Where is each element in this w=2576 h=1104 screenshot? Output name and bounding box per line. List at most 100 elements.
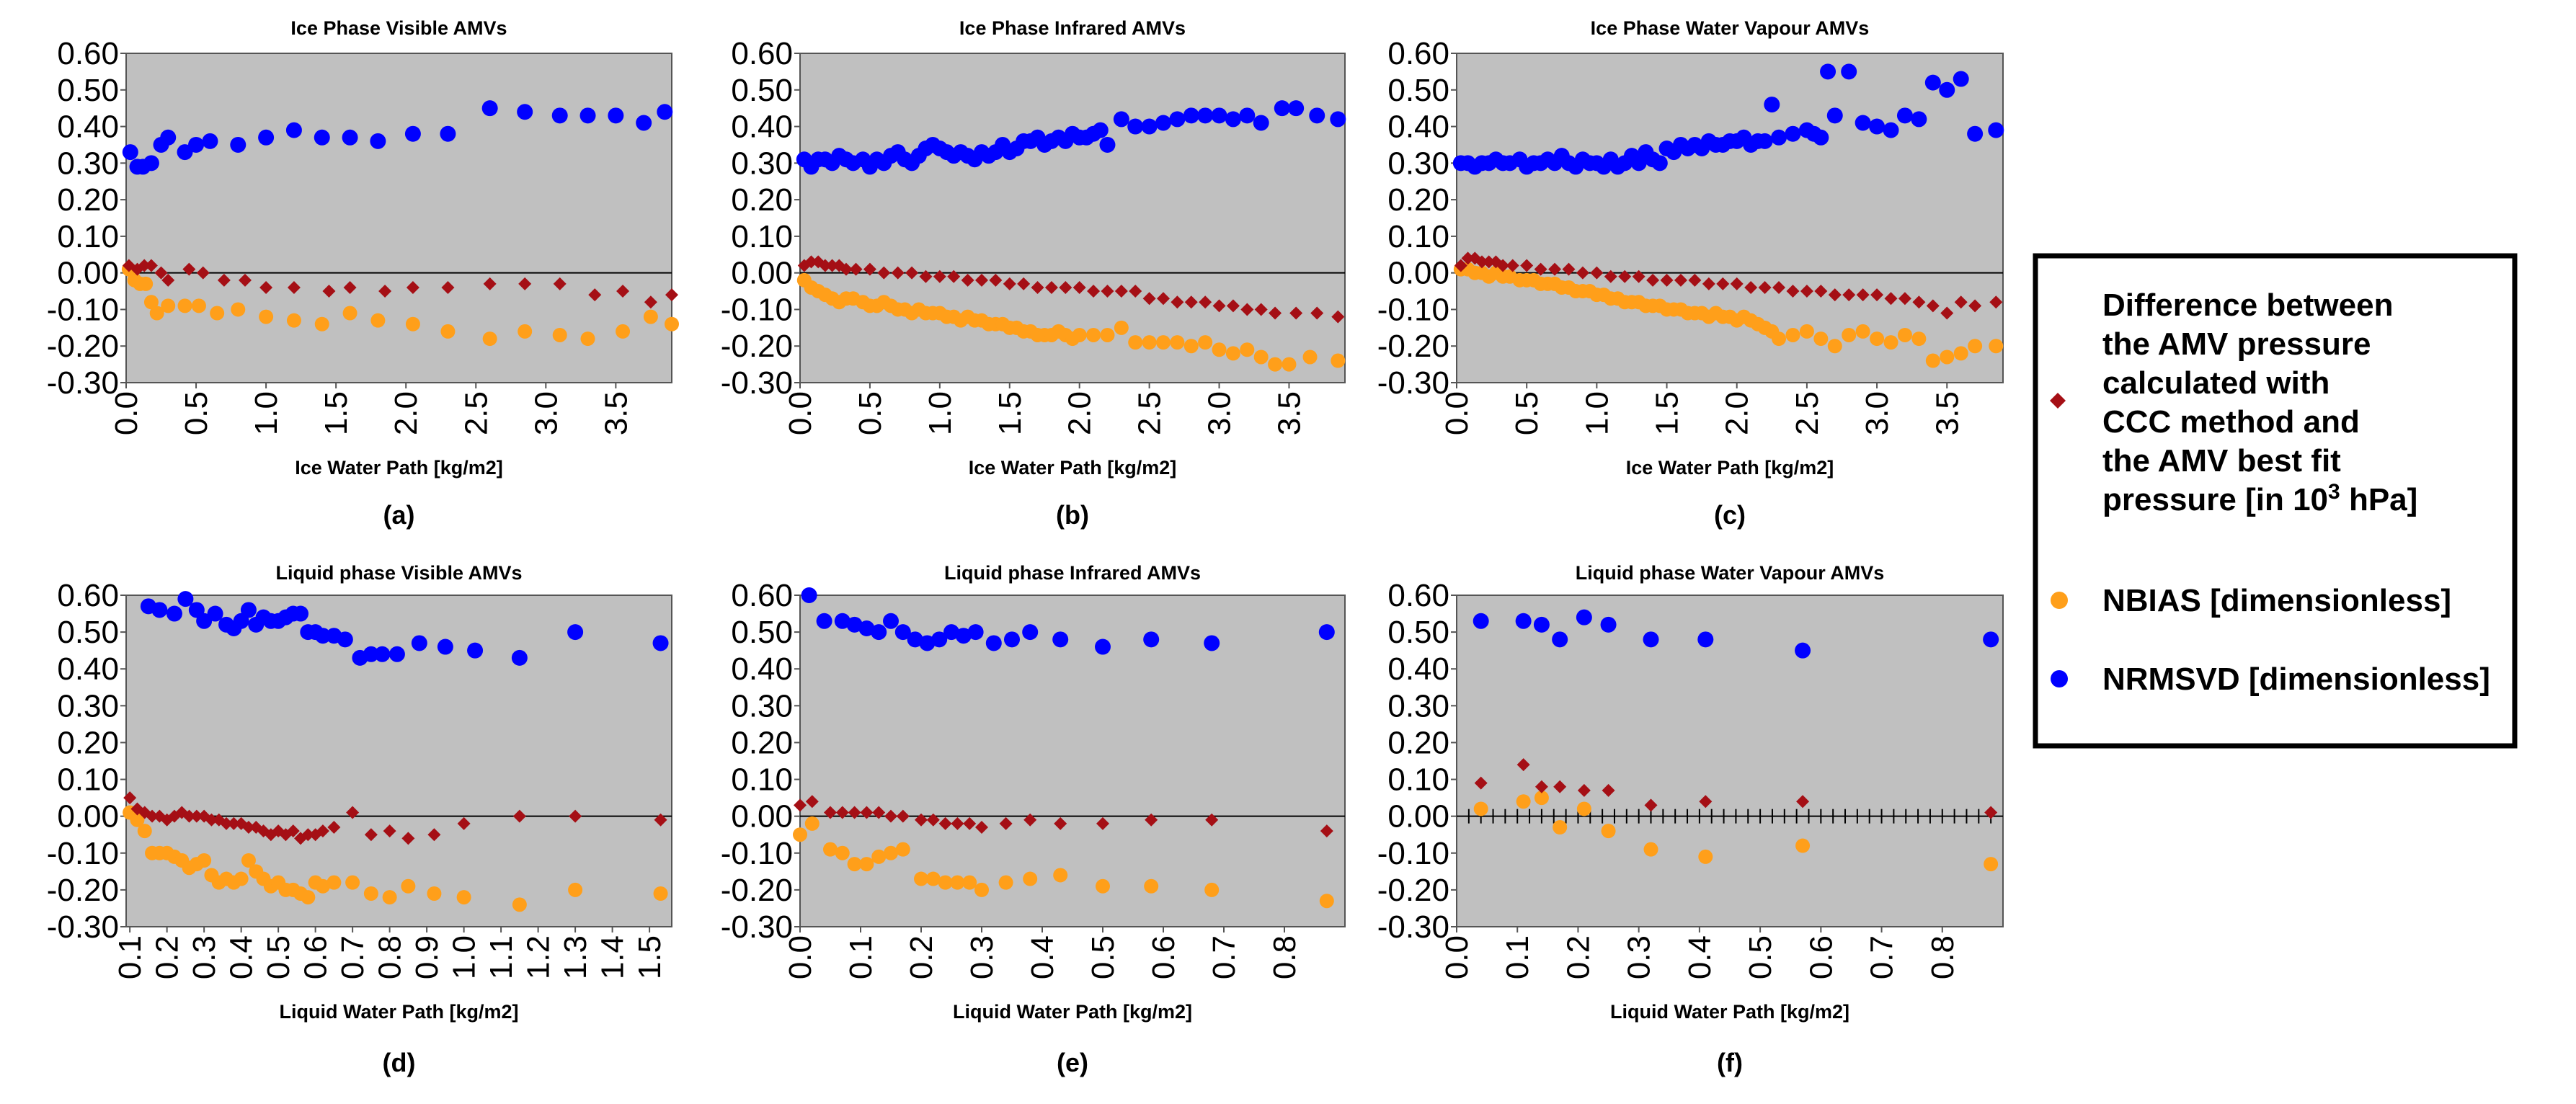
nrmsvd-point — [188, 136, 205, 153]
difference-point — [1548, 262, 1562, 276]
panel-c: 0.600.500.400.300.200.100.00-0.10-0.20-0… — [1377, 17, 2004, 530]
nrmsvd-point — [404, 125, 421, 142]
nrmsvd-point — [1095, 638, 1111, 655]
y-tick-label: 0.50 — [731, 73, 793, 108]
difference-point — [877, 266, 891, 280]
nbias-point — [149, 306, 164, 321]
y-tick-label: 0.40 — [1387, 110, 1449, 145]
y-tick-label: 0.00 — [1387, 799, 1449, 834]
nrmsvd-point — [1113, 111, 1129, 128]
nrmsvd-point — [374, 646, 391, 662]
y-tick-label: 0.40 — [731, 110, 793, 145]
y-tick-label: 0.10 — [57, 219, 119, 254]
difference-point — [1059, 280, 1072, 294]
y-tick-label: -0.30 — [47, 909, 119, 945]
x-tick-label: 0.0 — [783, 935, 818, 979]
nrmsvd-point — [1127, 118, 1144, 135]
panel-label: (a) — [383, 500, 415, 530]
y-tick-label: 0.00 — [1387, 256, 1449, 291]
y-tick-label: -0.30 — [1377, 909, 1449, 945]
difference-point — [961, 273, 974, 287]
nbias-point — [1240, 342, 1255, 357]
x-tick-label: 0.6 — [298, 935, 334, 979]
nbias-point — [1253, 350, 1269, 365]
difference-point — [825, 259, 839, 272]
difference-point — [287, 280, 301, 294]
difference-point — [518, 277, 532, 290]
difference-point — [951, 816, 964, 830]
difference-point — [364, 828, 378, 842]
nrmsvd-point — [363, 646, 379, 662]
x-tick-label: 0.7 — [335, 935, 370, 979]
y-tick-label: 0.50 — [57, 615, 119, 650]
difference-point — [665, 288, 678, 302]
difference-point — [1320, 824, 1333, 838]
difference-point — [805, 795, 819, 809]
difference-point — [1814, 285, 1828, 298]
nrmsvd-point — [1855, 115, 1871, 131]
nrmsvd-point — [1473, 613, 1489, 629]
nrmsvd-point — [1576, 609, 1592, 626]
nbias-point — [1827, 339, 1842, 354]
difference-point — [1044, 280, 1058, 294]
nrmsvd-point — [337, 631, 353, 648]
nbias-point — [1331, 353, 1346, 368]
nrmsvd-point — [967, 624, 984, 641]
nrmsvd-point — [846, 616, 863, 633]
legend-marker-nrmsvd — [2051, 670, 2068, 687]
nbias-point — [1984, 857, 1999, 872]
x-tick-label: 1.5 — [632, 935, 667, 979]
nrmsvd-point — [370, 133, 386, 149]
x-tick-label: 0.4 — [224, 935, 259, 979]
x-tick-label: 2.5 — [458, 391, 494, 435]
x-tick-label: 1.4 — [595, 935, 631, 979]
legend: Difference between the AMV pressure calc… — [2033, 253, 2518, 749]
difference-point — [512, 809, 526, 823]
nbias-point — [1096, 878, 1110, 894]
nbias-point — [1086, 327, 1101, 342]
x-tick-label: 0.0 — [1439, 935, 1475, 979]
nrmsvd-point — [1651, 155, 1668, 172]
difference-point — [1142, 292, 1156, 306]
nrmsvd-point — [207, 605, 223, 622]
difference-point — [1184, 295, 1198, 309]
y-tick-label: 0.50 — [1387, 73, 1449, 108]
y-tick-label: 0.60 — [57, 36, 119, 71]
difference-point — [891, 266, 905, 280]
nrmsvd-point — [1983, 631, 1999, 648]
difference-point — [1516, 758, 1530, 772]
y-tick-label: 0.20 — [1387, 725, 1449, 760]
nrmsvd-point — [1813, 129, 1829, 146]
nbias-point — [974, 882, 989, 897]
difference-point — [238, 273, 252, 287]
y-tick-label: 0.20 — [57, 725, 119, 760]
nbias-point — [1128, 335, 1143, 350]
nrmsvd-point — [894, 624, 911, 641]
difference-point — [835, 806, 849, 819]
difference-point — [1114, 285, 1128, 298]
y-tick-label: 0.30 — [731, 146, 793, 181]
difference-point — [227, 816, 241, 830]
difference-point — [1688, 273, 1702, 287]
panel-e: 0.600.500.400.300.200.100.00-0.10-0.20-0… — [721, 562, 1346, 1077]
difference-point — [1017, 277, 1031, 290]
nbias-point — [859, 857, 874, 872]
y-tick-label: 0.10 — [1387, 219, 1449, 254]
nbias-point — [314, 316, 329, 331]
panel-b: 0.600.500.400.300.200.100.00-0.10-0.20-0… — [721, 17, 1346, 530]
nrmsvd-point — [919, 635, 936, 651]
nrmsvd-point — [931, 631, 948, 648]
difference-point — [146, 809, 159, 823]
nbias-point — [793, 827, 807, 842]
nrmsvd-point — [652, 635, 669, 651]
y-tick-label: 0.60 — [731, 36, 793, 71]
nbias-point — [950, 875, 965, 890]
nbias-point — [653, 886, 668, 901]
nbias-point — [161, 298, 176, 313]
difference-point — [196, 266, 210, 280]
nbias-point — [231, 302, 246, 317]
nbias-point — [210, 306, 225, 321]
difference-point — [1226, 299, 1240, 313]
nbias-point — [1795, 838, 1811, 853]
y-tick-label: 0.30 — [1387, 688, 1449, 724]
